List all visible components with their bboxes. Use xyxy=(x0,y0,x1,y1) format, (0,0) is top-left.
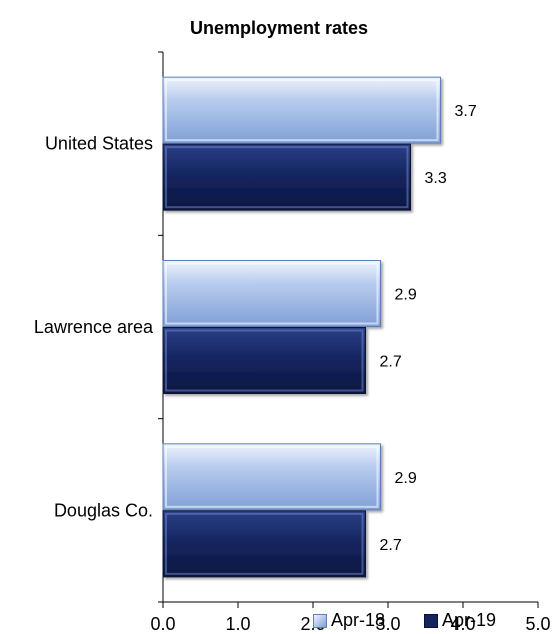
legend-item-apr-19: Apr-19 xyxy=(424,610,496,631)
legend-swatch xyxy=(424,613,438,628)
bar-apr-18 xyxy=(162,76,441,144)
legend-swatch xyxy=(313,613,327,628)
legend-label: Apr-18 xyxy=(331,610,386,630)
bar-bevel xyxy=(165,262,379,325)
x-tick-label: 5.0 xyxy=(525,614,550,634)
x-tick-label: 4.0 xyxy=(450,614,475,634)
bar-apr-19 xyxy=(162,327,366,394)
category-label: Lawrence area xyxy=(34,317,154,337)
bar-bevel xyxy=(165,146,409,209)
x-tick-label: 3.0 xyxy=(375,614,400,634)
category-label: United States xyxy=(45,134,153,154)
data-label: 2.9 xyxy=(395,470,417,487)
bar-bevel xyxy=(165,512,364,575)
legend-item-apr-18: Apr-18 xyxy=(313,610,385,631)
x-tick-label: 0.0 xyxy=(150,614,175,634)
chart-legend: Apr-18 Apr-19 xyxy=(0,610,558,634)
bar-bevel xyxy=(165,329,364,392)
bar-apr-18 xyxy=(162,443,381,511)
data-label: 3.7 xyxy=(455,103,477,120)
data-label: 3.3 xyxy=(425,170,447,187)
data-label: 2.9 xyxy=(395,287,417,304)
bar-bevel xyxy=(165,445,379,508)
legend-label: Apr-19 xyxy=(442,610,497,630)
bar-bevel xyxy=(165,79,439,142)
data-label: 2.7 xyxy=(380,537,402,554)
chart-title: Unemployment rates xyxy=(189,18,369,38)
bar-apr-18 xyxy=(162,260,381,327)
x-tick-label: 1.0 xyxy=(225,614,250,634)
bar-apr-19 xyxy=(162,143,411,211)
bar-apr-19 xyxy=(162,510,366,578)
category-label: Douglas Co. xyxy=(54,500,153,520)
data-label: 2.7 xyxy=(380,354,402,371)
